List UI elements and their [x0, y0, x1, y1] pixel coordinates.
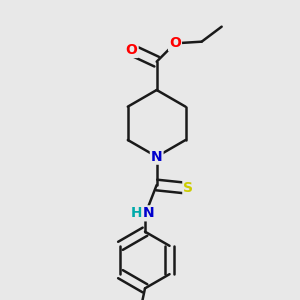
Text: H: H	[131, 206, 142, 220]
Text: S: S	[183, 181, 193, 195]
Text: O: O	[169, 36, 181, 50]
Text: N: N	[151, 150, 163, 164]
Text: O: O	[126, 43, 138, 57]
Text: N: N	[142, 206, 154, 220]
